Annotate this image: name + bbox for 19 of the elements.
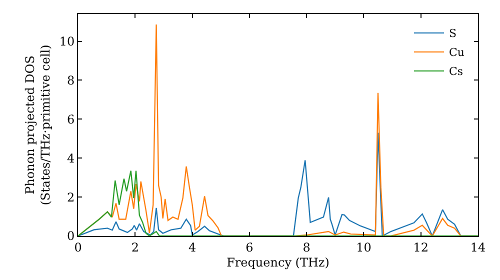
y-tick-label: 0: [66, 229, 75, 244]
y-tick-label: 6: [66, 112, 75, 126]
y-tick-label: 10: [59, 34, 75, 48]
y-tick-label: 2: [66, 190, 75, 204]
x-tick-label: 12: [413, 240, 428, 254]
y-tick-label: 4: [66, 151, 75, 166]
x-tick-label: 2: [131, 240, 139, 254]
legend-label: Cs: [449, 65, 464, 78]
y-tick-label: 8: [66, 73, 75, 88]
y-axis-title: Phonon projected DOS (States/THz·primitive cell): [23, 44, 53, 206]
x-tick-label: 10: [356, 240, 372, 254]
legend-label: Cu: [449, 46, 465, 60]
x-tick-label: 6: [246, 240, 254, 254]
legend-label: S: [449, 27, 457, 40]
x-tick-label: 8: [302, 240, 310, 254]
x-axis-title: Frequency (THz): [226, 255, 330, 270]
line-series: [78, 170, 478, 236]
x-tick-label: 4: [188, 240, 196, 254]
x-tick-label: 14: [470, 240, 486, 254]
